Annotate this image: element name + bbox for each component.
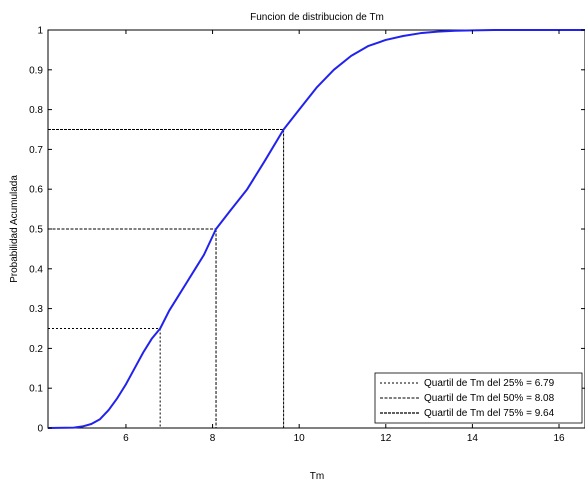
axis-ticks: 6 8 10 12 14 16 0 0.1 0.2 0.3 0.4 0.5 0.6 0.7 0.8 0.9 1 bbox=[29, 26, 585, 444]
y-tick-label: 0.6 bbox=[29, 185, 43, 196]
y-tick-label: 0.3 bbox=[29, 304, 43, 315]
cdf-curve-layer bbox=[47, 29, 585, 429]
y-axis-label: Probabilidad Acumulada bbox=[9, 175, 20, 283]
x-axis-label: Tm bbox=[310, 471, 324, 482]
quartile-lines bbox=[48, 129, 285, 428]
y-tick-label: 0.4 bbox=[29, 264, 43, 275]
legend: Quartil de Tm del 25% = 6.79 Quartil de … bbox=[374, 372, 583, 424]
cdf-curve bbox=[47, 29, 585, 429]
y-tick-label: 0.7 bbox=[29, 145, 43, 156]
y-tick-label: 0.8 bbox=[29, 105, 43, 116]
y-tick-label: 0.1 bbox=[29, 384, 43, 395]
x-tick-label: 14 bbox=[467, 433, 479, 444]
x-tick-label: 6 bbox=[123, 433, 129, 444]
y-tick-label: 0.5 bbox=[29, 225, 43, 236]
chart-title: Funcion de distribucion de Tm bbox=[250, 12, 384, 23]
y-tick-label: 1 bbox=[37, 26, 43, 37]
legend-label-25: Quartil de Tm del 25% = 6.79 bbox=[424, 378, 555, 389]
x-tick-label: 16 bbox=[553, 433, 565, 444]
legend-label-50: Quartil de Tm del 50% = 8.08 bbox=[424, 393, 555, 404]
y-tick-label: 0 bbox=[37, 424, 43, 435]
x-tick-label: 10 bbox=[294, 433, 306, 444]
y-tick-label: 0.2 bbox=[29, 344, 43, 355]
x-tick-label: 8 bbox=[210, 433, 216, 444]
y-tick-label: 0.9 bbox=[29, 65, 43, 76]
x-tick-label: 12 bbox=[380, 433, 392, 444]
legend-label-75: Quartil de Tm del 75% = 9.64 bbox=[424, 408, 555, 419]
plot-area bbox=[47, 29, 585, 429]
